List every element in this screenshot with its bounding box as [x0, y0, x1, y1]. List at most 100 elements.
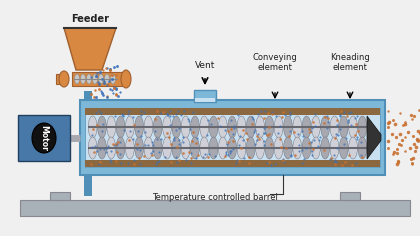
- Point: [417, 139, 420, 142]
- Point: [251, 130, 258, 134]
- Point: [110, 85, 117, 88]
- Ellipse shape: [228, 137, 236, 159]
- Point: [153, 160, 160, 164]
- Ellipse shape: [293, 137, 302, 159]
- Point: [296, 150, 303, 153]
- Point: [91, 150, 97, 154]
- Point: [262, 110, 269, 113]
- Point: [408, 117, 415, 120]
- Point: [164, 112, 171, 116]
- Point: [124, 161, 131, 165]
- Point: [167, 123, 173, 127]
- Point: [254, 138, 260, 142]
- Point: [103, 66, 110, 70]
- Point: [345, 118, 352, 121]
- Point: [277, 124, 284, 128]
- Point: [353, 137, 360, 141]
- Ellipse shape: [121, 70, 131, 88]
- Point: [325, 120, 331, 124]
- Ellipse shape: [144, 137, 153, 159]
- Point: [176, 158, 183, 162]
- Point: [96, 82, 102, 85]
- Point: [185, 117, 192, 121]
- Point: [88, 133, 95, 137]
- Point: [98, 78, 105, 81]
- Point: [129, 137, 136, 141]
- Point: [320, 148, 327, 152]
- Point: [168, 160, 174, 164]
- Point: [188, 151, 194, 155]
- Point: [346, 111, 353, 115]
- Ellipse shape: [99, 74, 103, 84]
- Point: [107, 68, 113, 72]
- Point: [231, 124, 237, 127]
- Point: [95, 163, 102, 166]
- Point: [120, 115, 126, 118]
- Point: [98, 92, 105, 95]
- Point: [166, 114, 173, 118]
- Point: [155, 159, 162, 163]
- Point: [229, 132, 236, 136]
- Point: [278, 115, 285, 119]
- Ellipse shape: [312, 137, 320, 159]
- Point: [385, 139, 392, 143]
- Point: [338, 163, 345, 167]
- Point: [296, 143, 302, 147]
- Point: [99, 129, 106, 132]
- Point: [281, 160, 288, 164]
- Ellipse shape: [107, 116, 116, 138]
- Point: [113, 142, 119, 146]
- Text: Vent: Vent: [195, 61, 215, 70]
- Point: [321, 121, 328, 124]
- Point: [135, 156, 142, 160]
- Bar: [18, 115, 70, 161]
- Point: [352, 161, 359, 164]
- Ellipse shape: [284, 116, 292, 138]
- Point: [324, 114, 331, 118]
- Point: [131, 158, 138, 161]
- Point: [165, 135, 172, 139]
- Point: [223, 150, 230, 154]
- Point: [237, 134, 244, 138]
- Point: [99, 68, 106, 72]
- Point: [261, 143, 268, 146]
- Point: [113, 92, 119, 96]
- Point: [221, 128, 228, 132]
- Point: [342, 160, 349, 164]
- Point: [136, 148, 143, 152]
- Point: [302, 146, 309, 150]
- Bar: [85, 108, 380, 115]
- Point: [394, 162, 400, 166]
- Ellipse shape: [116, 116, 125, 138]
- Point: [172, 155, 179, 159]
- Point: [179, 135, 186, 139]
- Point: [398, 143, 404, 147]
- Point: [407, 147, 413, 150]
- Point: [148, 152, 155, 155]
- Point: [153, 137, 160, 141]
- Point: [195, 153, 202, 156]
- Point: [204, 118, 211, 122]
- Text: Conveying
element: Conveying element: [252, 53, 297, 72]
- Point: [358, 140, 365, 143]
- Point: [106, 79, 113, 83]
- Point: [227, 127, 234, 131]
- Point: [204, 133, 211, 137]
- Ellipse shape: [107, 137, 116, 159]
- Point: [152, 117, 159, 121]
- Point: [103, 83, 110, 87]
- Point: [222, 154, 229, 158]
- Bar: [195, 98, 215, 102]
- Point: [102, 151, 109, 154]
- Point: [120, 128, 127, 131]
- Point: [268, 142, 274, 146]
- Point: [344, 120, 351, 124]
- Point: [288, 153, 295, 157]
- Point: [307, 130, 314, 133]
- Ellipse shape: [200, 116, 209, 138]
- Ellipse shape: [59, 71, 69, 87]
- Point: [321, 115, 328, 119]
- Point: [402, 120, 409, 123]
- Point: [292, 153, 299, 157]
- Point: [311, 138, 318, 142]
